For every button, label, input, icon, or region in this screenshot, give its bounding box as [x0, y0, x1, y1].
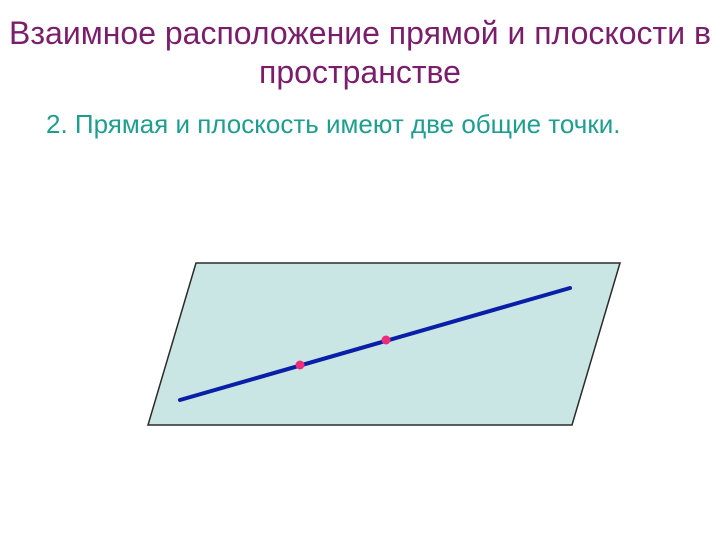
geometry-diagram — [0, 0, 720, 540]
point-b — [382, 336, 391, 345]
point-a — [296, 361, 305, 370]
slide: Взаимное расположение прямой и плоскости… — [0, 0, 720, 540]
